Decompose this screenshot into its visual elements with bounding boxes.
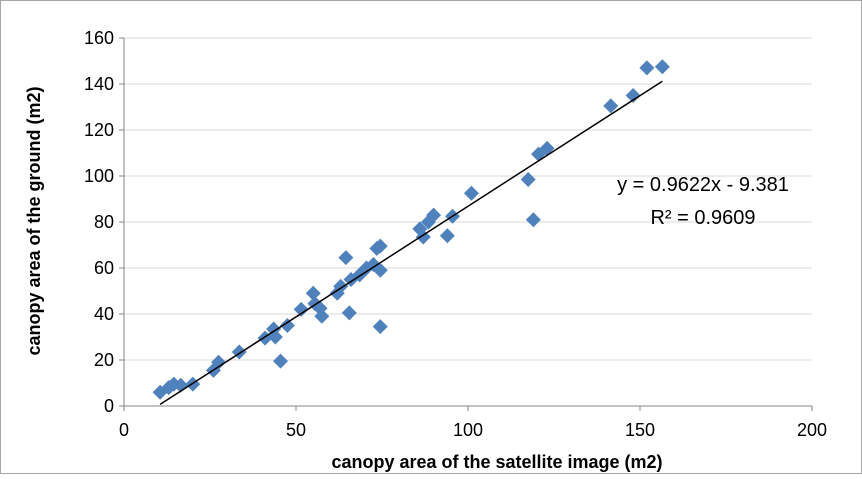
y-tick-label: 140 — [84, 74, 114, 94]
data-point — [463, 185, 479, 201]
x-tick-label: 100 — [453, 420, 483, 440]
data-point — [341, 305, 357, 321]
data-point — [211, 354, 227, 370]
equation-annotation: y = 0.9622x - 9.381 — [617, 174, 789, 196]
data-point — [372, 262, 388, 278]
data-point — [426, 207, 442, 223]
y-tick-label: 60 — [94, 258, 114, 278]
y-tick-label: 20 — [94, 350, 114, 370]
data-point — [639, 60, 655, 76]
data-point — [520, 171, 536, 187]
x-tick-label: 200 — [797, 420, 827, 440]
gridlines — [124, 37, 812, 361]
y-tick-label: 40 — [94, 304, 114, 324]
y-tick-label: 120 — [84, 120, 114, 140]
data-point — [525, 212, 541, 228]
r-squared-annotation: R² = 0.9609 — [650, 207, 755, 229]
x-axis-label: canopy area of the satellite image (m2) — [331, 452, 662, 472]
y-tick-label: 80 — [94, 212, 114, 232]
data-point — [372, 238, 388, 254]
y-tick-label: 160 — [84, 28, 114, 48]
data-point — [439, 228, 455, 244]
y-tick-label: 0 — [104, 396, 114, 416]
data-point — [273, 353, 289, 369]
x-tick-label: 150 — [625, 420, 655, 440]
trendline-group — [159, 80, 663, 405]
data-point — [654, 59, 670, 75]
tick-labels: 0 20 40 60 80 100 120 140 160 0 50 100 150 200 — [84, 28, 827, 440]
data-point — [305, 285, 321, 301]
data-point — [603, 98, 619, 114]
y-axis-label: canopy area of the ground (m2) — [24, 86, 44, 355]
y-tick-label: 100 — [84, 166, 114, 186]
x-tick-label: 0 — [119, 420, 129, 440]
trendline — [159, 80, 663, 405]
data-point — [279, 318, 295, 333]
data-point — [372, 319, 388, 335]
data-point — [338, 250, 354, 266]
data-point — [293, 301, 309, 317]
x-tick-label: 50 — [286, 420, 306, 440]
data-point — [314, 308, 330, 324]
axes — [119, 37, 813, 411]
data-point — [625, 88, 641, 103]
